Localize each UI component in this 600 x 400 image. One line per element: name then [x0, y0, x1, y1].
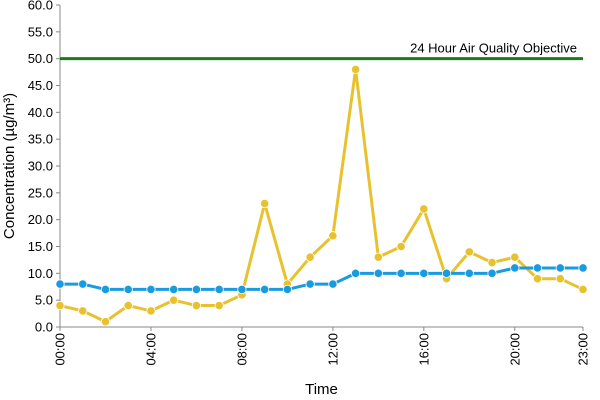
data-point — [214, 300, 224, 311]
data-point — [146, 306, 156, 316]
data-point — [123, 284, 133, 295]
data-point — [373, 268, 383, 278]
data-point — [487, 268, 497, 278]
data-point — [419, 204, 429, 214]
y-tick-label: 45.0 — [28, 78, 53, 93]
series-line — [60, 266, 583, 291]
y-tick-label: 35.0 — [28, 132, 53, 147]
reference-line-label: 24 Hour Air Quality Objective — [410, 41, 577, 56]
data-point — [396, 241, 406, 252]
data-point — [146, 284, 156, 295]
data-point — [123, 300, 133, 311]
y-tick-label: 25.0 — [28, 185, 53, 200]
data-point — [260, 284, 270, 295]
data-point — [237, 284, 247, 295]
data-point — [169, 295, 179, 305]
y-tick-label: 60.0 — [28, 0, 53, 13]
data-point — [510, 252, 520, 262]
y-tick-label: 40.0 — [28, 105, 53, 120]
x-axis-title: Time — [305, 381, 338, 398]
data-point — [169, 284, 179, 295]
data-point — [100, 317, 111, 327]
y-tick-label: 50.0 — [28, 51, 53, 66]
data-point — [351, 64, 361, 75]
y-tick-label: 10.0 — [28, 266, 53, 281]
data-point — [55, 279, 65, 289]
x-ticks: 00:00 04:00 08:00 12:00 16:00 20:00 23:00 — [53, 327, 591, 366]
data-point — [373, 252, 383, 262]
data-point — [78, 279, 88, 289]
data-point — [100, 284, 111, 295]
data-point — [282, 284, 292, 295]
data-point — [487, 257, 497, 268]
x-tick-label: 16:00 — [416, 333, 431, 366]
x-tick-label: 12:00 — [325, 333, 340, 366]
data-point — [419, 268, 429, 278]
data-point — [191, 284, 202, 295]
data-point — [260, 198, 270, 209]
data-point — [555, 263, 565, 273]
reference-line-group: 24 Hour Air Quality Objective — [60, 41, 583, 61]
data-point — [328, 279, 338, 289]
data-point — [78, 306, 88, 316]
series-group — [55, 64, 588, 327]
data-point — [214, 284, 224, 295]
data-point — [510, 263, 520, 273]
data-point — [464, 268, 474, 278]
x-tick-label: 20:00 — [507, 333, 522, 366]
data-point — [305, 279, 315, 289]
x-tick-label: 04:00 — [143, 333, 158, 366]
data-point — [555, 274, 565, 284]
data-point — [578, 263, 588, 273]
data-point — [532, 274, 543, 284]
data-point — [578, 284, 588, 295]
y-tick-label: 20.0 — [28, 212, 53, 227]
data-point — [328, 231, 338, 241]
y-tick-label: 15.0 — [28, 239, 53, 254]
data-point — [351, 268, 361, 278]
y-tick-label: 5.0 — [35, 293, 53, 308]
y-tick-label: 55.0 — [28, 24, 53, 39]
x-tick-label: 23:00 — [576, 333, 591, 366]
x-tick-label: 00:00 — [53, 333, 68, 366]
data-point — [396, 268, 406, 278]
y-ticks: 0.0 5.0 10.0 15.0 20.0 25.0 30.0 35.0 40.0 45.0 50… — [28, 0, 60, 335]
y-tick-label: 0.0 — [35, 320, 53, 335]
data-point — [191, 300, 202, 311]
data-point — [464, 247, 474, 257]
data-point — [441, 268, 452, 278]
series-1 — [55, 263, 588, 295]
y-tick-label: 30.0 — [28, 159, 53, 174]
data-point — [55, 300, 65, 311]
x-tick-label: 08:00 — [234, 333, 249, 366]
data-point — [532, 263, 543, 273]
data-point — [305, 252, 315, 262]
series-0 — [55, 64, 588, 327]
y-axis-title: Concentration (µg/m³) — [1, 93, 18, 239]
